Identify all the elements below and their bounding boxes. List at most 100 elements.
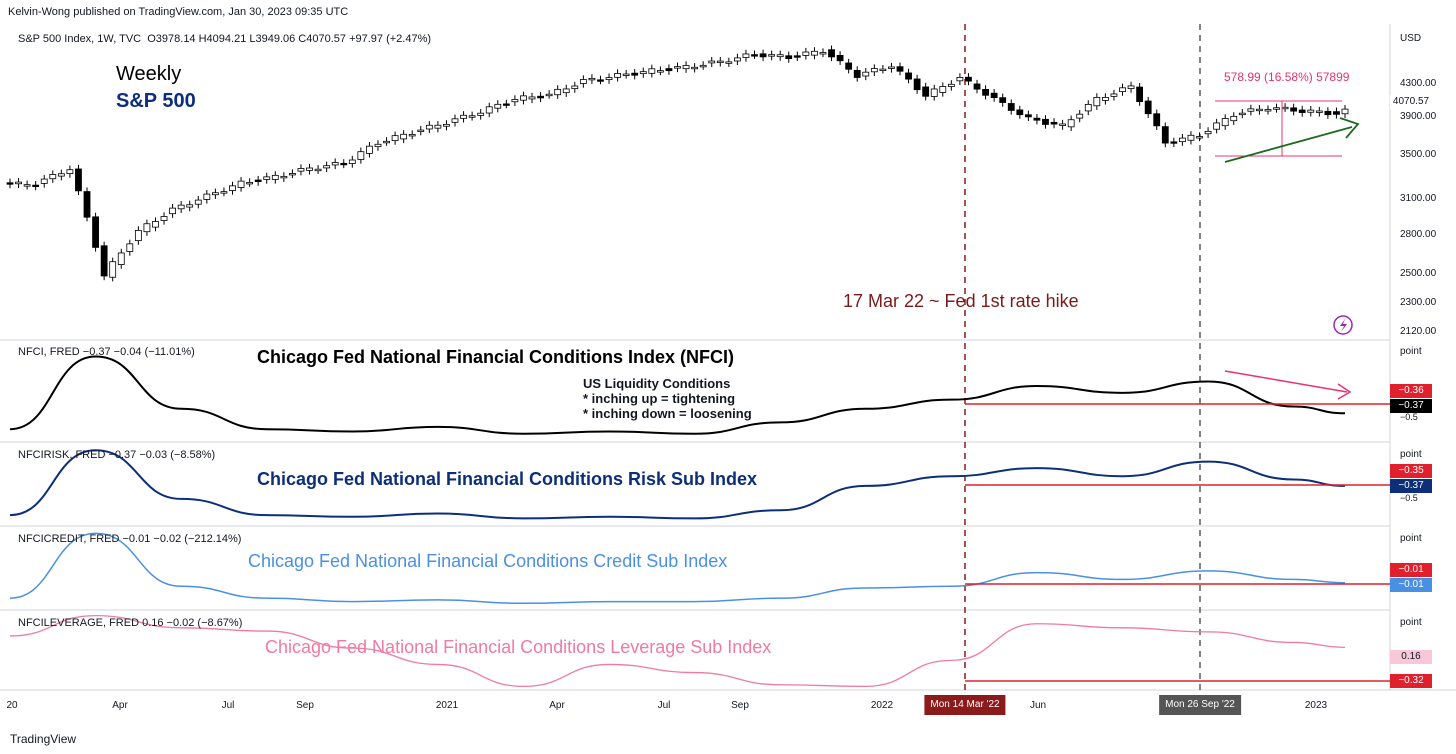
candle-body	[656, 70, 664, 73]
credit-unit: point	[1400, 533, 1422, 544]
candle-body	[862, 71, 870, 77]
candle-body	[66, 169, 74, 174]
nfci-arrowhead	[1337, 383, 1352, 400]
candle-body	[126, 243, 134, 252]
candle-body	[263, 176, 271, 180]
candle-body	[759, 53, 767, 58]
candle-body	[289, 173, 296, 176]
candle-body	[1315, 110, 1323, 113]
leverage-badge-1: 0.16	[1390, 650, 1432, 664]
candle-body	[811, 50, 818, 56]
leverage-legend[interactable]: NFCILEVERAGE, FRED 0.16 −0.02 (−8.67%)	[18, 617, 243, 629]
leverage-badge-2: −0.32	[1390, 674, 1432, 688]
candle-body	[1264, 109, 1272, 112]
candle-body	[92, 216, 99, 248]
candle-body	[15, 181, 22, 185]
candle-body	[383, 140, 390, 144]
candle-body	[554, 88, 562, 96]
candle-body	[682, 65, 690, 70]
candle-body	[314, 168, 322, 172]
candle-body	[6, 182, 14, 185]
symbol-label[interactable]: S&P 500 Index, 1W, TVC	[18, 33, 142, 45]
candle-body	[340, 162, 348, 166]
candle-body	[100, 245, 108, 277]
candle-body	[57, 173, 65, 177]
candle-body	[40, 178, 48, 184]
candle-body	[879, 68, 887, 72]
candle-body	[1007, 103, 1015, 111]
candle-body	[443, 123, 450, 127]
candle-body	[1050, 121, 1058, 125]
candle-body	[622, 73, 630, 76]
candle-body	[143, 223, 151, 233]
candle-body	[614, 73, 621, 78]
liquidity-note-title: US Liquidity Conditions	[583, 376, 731, 391]
liquidity-note-down: * inching down = loosening	[583, 406, 752, 421]
ohlc-values: O3978.14 H4094.21 L3949.06 C4070.57 +97.…	[147, 33, 432, 45]
candle-body	[528, 96, 536, 100]
tradingview-brand: TradingView	[10, 732, 77, 746]
x-tick-label: Jul	[657, 700, 671, 711]
candle-body	[1307, 109, 1315, 113]
candle-body	[1333, 111, 1340, 115]
candle-body	[1256, 108, 1263, 112]
candle-body	[819, 52, 827, 55]
candle-body	[417, 129, 425, 132]
last-price-badge: 4070.57	[1390, 95, 1432, 109]
publisher-line: Kelvin-Wong published on TradingView.com…	[8, 6, 349, 18]
candle-body	[152, 221, 159, 228]
candle-body	[109, 261, 117, 278]
tradingview-logo[interactable]: TradingView	[10, 732, 76, 746]
candle-body	[853, 70, 861, 78]
candle-body	[1161, 126, 1169, 144]
candle-body	[999, 97, 1007, 103]
candle-body	[49, 174, 57, 180]
candle-body	[1247, 108, 1255, 112]
fed-hike-label: 17 Mar 22 ~ Fed 1st rate hike	[843, 291, 1079, 311]
candle-body	[460, 114, 467, 119]
candle-body	[211, 192, 219, 196]
candle-body	[1016, 109, 1024, 116]
candle-body	[768, 54, 776, 57]
candle-body	[1119, 87, 1126, 93]
nfci-legend[interactable]: NFCI, FRED −0.37 −0.04 (−11.01%)	[18, 346, 195, 358]
risk-legend[interactable]: NFCIRISK, FRED −0.37 −0.03 (−8.58%)	[18, 449, 216, 461]
x-tick-label: 2021	[435, 700, 459, 711]
candle-body	[1033, 117, 1041, 121]
uptrend-line	[1224, 126, 1353, 163]
candle-body	[477, 112, 485, 116]
nfci-badge-2: −0.37	[1390, 399, 1432, 413]
lightning-icon[interactable]	[1333, 315, 1353, 335]
credit-legend[interactable]: NFCICREDIT, FRED −0.01 −0.02 (−212.14%)	[18, 533, 242, 545]
candle-body	[485, 106, 493, 114]
nfci-line	[9, 355, 1346, 435]
credit-line	[9, 532, 1346, 605]
candle-body	[990, 92, 998, 99]
candle-body	[134, 230, 142, 242]
candle-body	[947, 83, 955, 87]
candle-body	[1024, 114, 1032, 118]
candle-body	[571, 85, 579, 90]
candle-body	[1093, 96, 1101, 107]
leverage-line	[9, 614, 1346, 688]
nfci-down-arrow	[1224, 370, 1348, 393]
candle-body	[1042, 118, 1049, 125]
candle-body	[537, 95, 544, 99]
candle-body	[1059, 123, 1066, 126]
candle-body	[905, 72, 912, 80]
measure-label: 578.99 (16.58%) 57899	[1224, 70, 1350, 84]
candle-body	[194, 199, 202, 205]
candle-body	[845, 62, 853, 70]
candle-body	[297, 168, 305, 172]
candle-body	[451, 118, 459, 123]
nfci-badge-1: −0.36	[1390, 384, 1432, 398]
risk-line	[9, 449, 1346, 520]
x-tick-label: 2023	[1304, 700, 1328, 711]
candle-body	[639, 71, 647, 75]
candle-body	[408, 134, 416, 137]
candle-body	[939, 86, 947, 93]
hike-date-marker: Mon 14 Mar '22	[924, 695, 1006, 715]
candle-body	[494, 103, 502, 109]
candle-body	[511, 99, 519, 103]
candle-body	[434, 124, 442, 129]
